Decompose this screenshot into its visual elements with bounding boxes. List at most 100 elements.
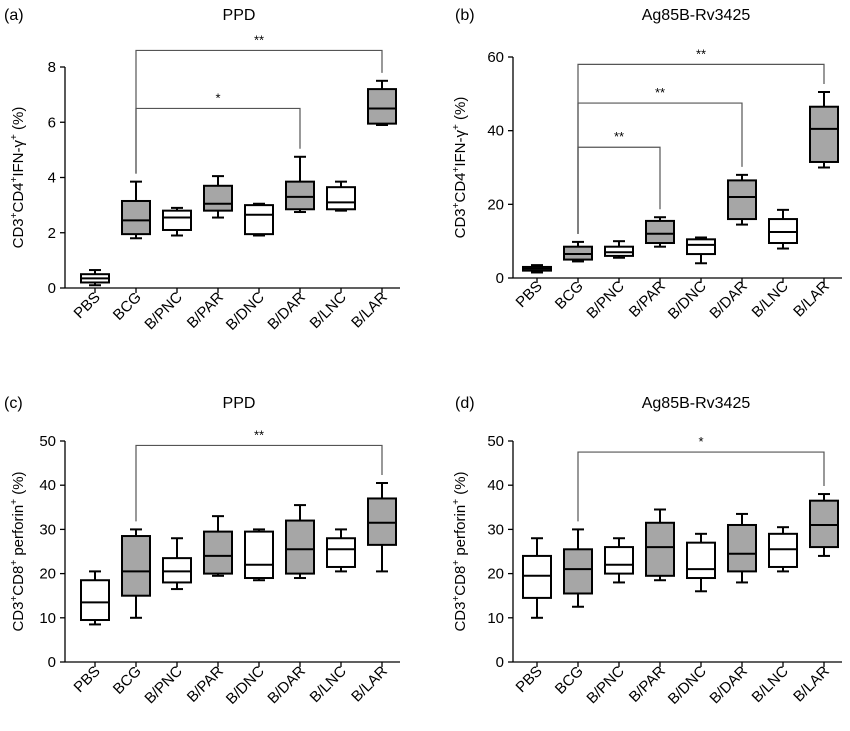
bracket-line — [135, 49, 383, 174]
y-axis-label-part: perforin — [10, 505, 27, 560]
y-axis-label-part: CD8 — [452, 566, 469, 596]
y-tick-label: 8 — [48, 59, 56, 76]
category-label: B/LAR — [348, 289, 391, 332]
y-axis-label-part: + — [451, 166, 462, 172]
iqr-box — [522, 554, 552, 599]
y-tick-label: 30 — [487, 521, 504, 538]
y-axis-label-part: CD3 — [10, 602, 27, 632]
box-bcg — [563, 240, 593, 263]
box-pbs — [522, 537, 552, 619]
y-tick-label: 40 — [487, 477, 504, 494]
y-axis-label-part: CD3 — [452, 602, 469, 632]
y-axis-label-part: CD8 — [10, 566, 27, 596]
iqr-box — [645, 521, 675, 577]
category-label: B/LNC — [307, 289, 350, 332]
box-pbs — [80, 269, 110, 287]
panel-letter: (d) — [455, 395, 475, 412]
iqr-box — [727, 179, 757, 221]
box-b-dnc — [244, 202, 274, 237]
category-label: B/DNC — [223, 289, 268, 334]
significance-label: * — [698, 434, 703, 449]
box-b-dnc — [686, 532, 716, 593]
category-label: B/DAR — [706, 663, 751, 708]
iqr-box — [326, 537, 356, 568]
box-b-lnc — [326, 528, 356, 573]
y-axis-label: CD3+CD4+IFN-γ+ (%) — [9, 107, 27, 249]
panel-letter: (c) — [4, 395, 23, 412]
y-axis-label-part: CD4 — [452, 172, 469, 202]
significance-bracket: ** — [135, 32, 383, 174]
y-tick-label: 6 — [48, 114, 56, 131]
box-b-dar — [285, 155, 315, 214]
y-tick-label: 0 — [496, 270, 504, 287]
y-axis-label-part: + — [9, 499, 20, 505]
iqr-box — [604, 546, 634, 575]
y-tick-label: 0 — [496, 654, 504, 671]
iqr-box — [203, 184, 233, 212]
significance-label: ** — [696, 46, 706, 61]
y-tick-label: 10 — [39, 610, 56, 627]
y-tick-label: 20 — [39, 566, 56, 583]
chart-title: Ag85B-Rv3425 — [642, 7, 751, 24]
y-tick-label: 50 — [487, 433, 504, 450]
category-label: B/DNC — [223, 663, 268, 708]
y-axis-label-part: CD4 — [10, 182, 27, 212]
y-axis-label: CD3+CD8+ perforin+ (%) — [9, 471, 27, 631]
y-axis-label-part: + — [9, 134, 20, 140]
box-bcg — [121, 180, 151, 240]
box-b-par — [203, 175, 233, 219]
category-label: B/PAR — [184, 289, 227, 332]
y-axis-label-part: (%) — [10, 471, 27, 499]
category-label: PBS — [513, 663, 546, 696]
iqr-box — [285, 519, 315, 575]
box-b-lnc — [768, 208, 798, 250]
category-label: B/LAR — [348, 663, 391, 706]
y-tick-label: 0 — [48, 280, 56, 297]
y-axis-label-part: IFN-γ — [10, 139, 27, 176]
category-label: B/PNC — [141, 663, 186, 708]
box-b-pnc — [604, 537, 634, 584]
box-b-lar — [367, 79, 397, 127]
box-b-par — [203, 515, 233, 577]
significance-bracket: * — [135, 90, 301, 174]
y-axis-label-part: + — [451, 202, 462, 208]
box-bcg — [563, 528, 593, 608]
box-pbs — [80, 570, 110, 626]
category-label: PBS — [71, 663, 104, 696]
iqr-box — [203, 530, 233, 575]
iqr-box — [809, 499, 839, 549]
box-b-lnc — [768, 526, 798, 573]
y-axis-label-part: + — [9, 176, 20, 182]
y-tick-label: 4 — [48, 170, 56, 187]
box-b-par — [645, 508, 675, 582]
iqr-box — [768, 532, 798, 568]
chart-title: PPD — [223, 7, 256, 24]
y-tick-label: 0 — [48, 654, 56, 671]
significance-label: * — [215, 90, 220, 105]
iqr-box — [563, 548, 593, 595]
category-label: B/LAR — [790, 278, 833, 321]
y-axis-label-part: + — [451, 596, 462, 602]
box-pbs — [522, 264, 552, 274]
y-axis-label-part: + — [9, 560, 20, 566]
y-axis-label-part: + — [9, 596, 20, 602]
y-axis-label-part: + — [451, 124, 462, 130]
category-label: B/PAR — [626, 663, 669, 706]
category-label: B/DNC — [665, 278, 710, 323]
iqr-box — [244, 530, 274, 580]
box-b-dar — [727, 512, 757, 584]
box-b-par — [645, 216, 675, 248]
iqr-box — [727, 523, 757, 573]
iqr-box — [121, 535, 151, 597]
panel-letter: (b) — [455, 7, 475, 24]
category-label: PBS — [71, 289, 104, 322]
category-label: B/DAR — [264, 289, 309, 334]
category-label: B/PNC — [583, 663, 628, 708]
box-b-dar — [285, 504, 315, 580]
category-label: B/LAR — [790, 663, 833, 706]
y-axis-label-part: (%) — [452, 97, 469, 125]
iqr-box — [162, 557, 192, 584]
